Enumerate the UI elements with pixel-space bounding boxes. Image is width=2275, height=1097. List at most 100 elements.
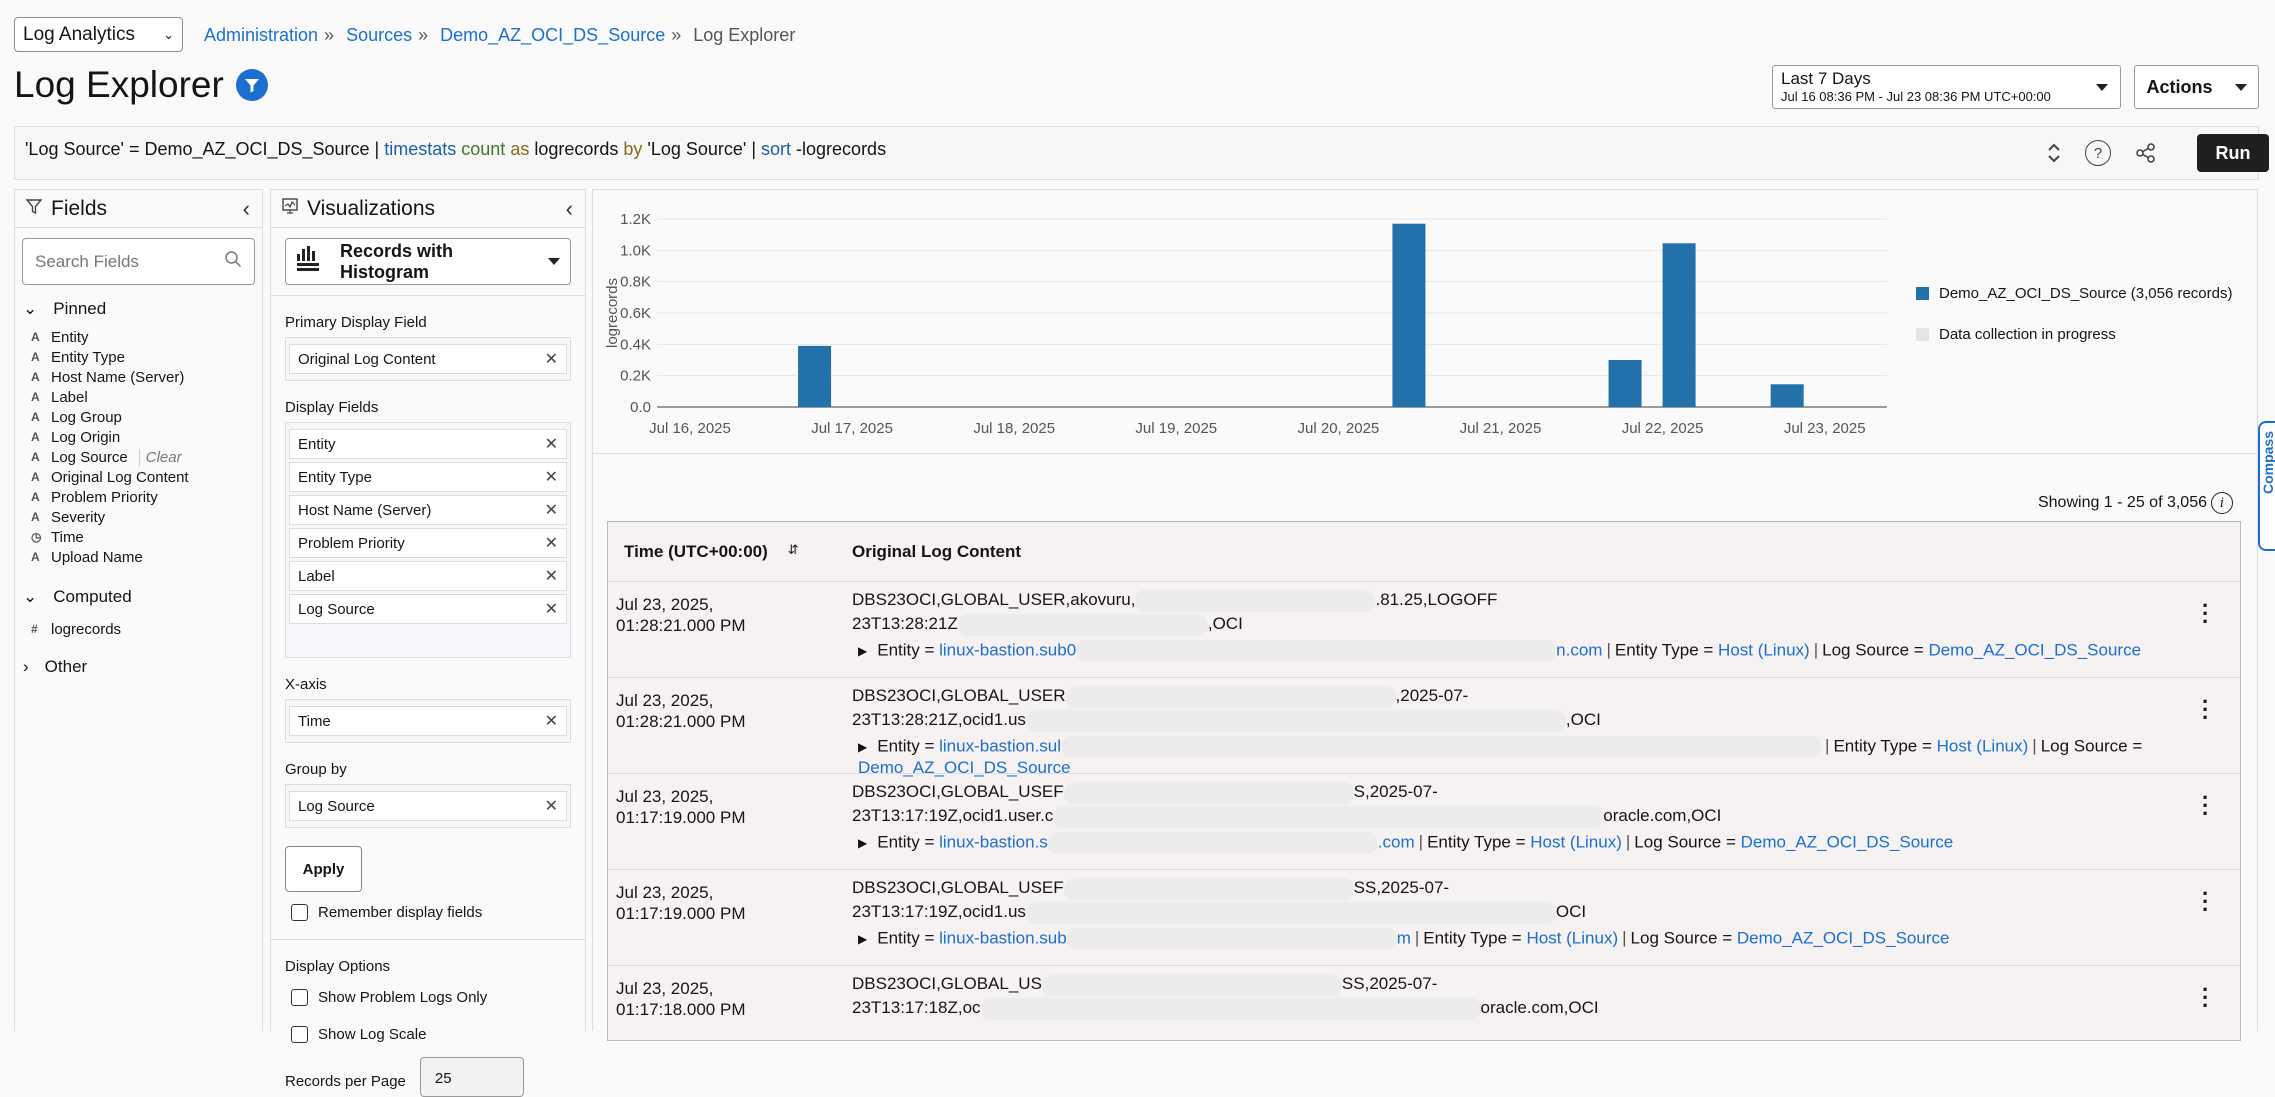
entity-link[interactable]: m [1396, 928, 1411, 948]
histogram-bar[interactable] [1770, 384, 1804, 407]
compass-tab[interactable]: Compass [2258, 421, 2275, 551]
group-other[interactable]: › Other [15, 657, 262, 677]
run-button[interactable]: Run [2197, 134, 2269, 172]
x-axis-dropzone[interactable]: Time ✕ [285, 699, 571, 743]
legend-item-series[interactable]: Demo_AZ_OCI_DS_Source (3,056 records) [1916, 285, 2232, 302]
field-item[interactable]: A Log Group [15, 407, 262, 427]
entity-link[interactable]: linux-bastion.sul [939, 736, 1062, 756]
field-item[interactable]: A Label [15, 387, 262, 407]
time-range-picker[interactable]: Last 7 Days Jul 16 08:36 PM - Jul 23 08:… [1772, 65, 2121, 109]
collapse-panel-icon[interactable]: ‹ [565, 196, 573, 221]
visualization-type-select[interactable]: Records with Histogram [285, 238, 571, 285]
filter-icon[interactable] [235, 69, 268, 101]
search-fields-input[interactable]: Search Fields [22, 238, 255, 285]
display-fields-dropzone[interactable]: Entity ✕ Entity Type ✕ Host Name (Server) ✕ Pr… [285, 422, 571, 658]
info-icon[interactable]: i [2211, 492, 2233, 514]
sort-icon[interactable]: ⇵ [787, 541, 799, 557]
entity-link[interactable]: linux-bastion.s [939, 832, 1048, 852]
histogram-bar[interactable] [1662, 243, 1696, 407]
table-row[interactable]: Jul 23, 2025, 01:17:19.000 PM DBS23OCI,GL… [608, 870, 2240, 966]
table-row[interactable]: Jul 23, 2025, 01:17:18.000 PM DBS23OCI,GL… [608, 966, 2240, 1040]
field-item[interactable]: # logrecords [15, 619, 262, 639]
group-pinned[interactable]: ⌄ Pinned [15, 299, 262, 319]
expand-collapse-icon[interactable] [2041, 140, 2067, 166]
expand-row-icon[interactable]: ▶ [858, 932, 868, 947]
primary-display-field-dropzone[interactable]: Original Log Content ✕ [285, 337, 571, 381]
entity-type-link[interactable]: Host (Linux) [1526, 928, 1619, 948]
expand-row-icon[interactable]: ▶ [858, 740, 868, 755]
expand-row-icon[interactable]: ▶ [858, 836, 868, 851]
remember-display-fields-checkbox[interactable]: Remember display fields [291, 904, 565, 921]
field-item[interactable]: ◷ Time [15, 527, 262, 547]
histogram-bar[interactable] [1392, 223, 1426, 407]
row-actions-menu-icon[interactable]: · · · [2202, 977, 2210, 1018]
column-header-content[interactable]: Original Log Content [852, 541, 1022, 561]
field-item[interactable]: A Severity [15, 507, 262, 527]
field-item[interactable]: A Entity [15, 327, 262, 347]
display-field-chip[interactable]: Entity ✕ [289, 429, 567, 459]
field-item[interactable]: A Upload Name [15, 547, 262, 567]
field-item[interactable]: A Log Origin [15, 427, 262, 447]
breadcrumb-sources[interactable]: Sources [346, 25, 413, 45]
field-item[interactable]: A Entity Type [15, 347, 262, 367]
column-header-time[interactable]: Time (UTC+00:00) ⇵ [608, 542, 838, 562]
display-field-chip[interactable]: Problem Priority ✕ [289, 528, 567, 558]
log-source-link[interactable]: Demo_AZ_OCI_DS_Source [1928, 640, 2142, 660]
query-bar[interactable]: 'Log Source' = Demo_AZ_OCI_DS_Source | t… [14, 126, 2269, 180]
checkbox[interactable] [291, 989, 308, 1006]
display-field-chip[interactable]: Entity Type ✕ [289, 462, 567, 492]
records-per-page-stepper[interactable]: 25 [419, 1057, 524, 1097]
close-icon[interactable]: ✕ [544, 568, 558, 585]
breadcrumb-administration[interactable]: Administration [204, 25, 319, 45]
group-by-dropzone[interactable]: Log Source ✕ [285, 784, 571, 828]
app-selector[interactable]: Log Analytics ⌄ [14, 17, 183, 52]
close-icon[interactable]: ✕ [544, 351, 558, 368]
row-actions-menu-icon[interactable]: · · · [2202, 785, 2210, 826]
close-icon[interactable]: ✕ [544, 798, 558, 815]
close-icon[interactable]: ✕ [544, 469, 558, 486]
entity-type-link[interactable]: Host (Linux) [1718, 640, 1810, 660]
group-computed[interactable]: ⌄ Computed [15, 587, 262, 607]
apply-button[interactable]: Apply [285, 846, 362, 892]
checkbox[interactable] [291, 1026, 308, 1043]
close-icon[interactable]: ✕ [544, 502, 558, 519]
entity-type-link[interactable]: Host (Linux) [1936, 736, 2029, 756]
close-icon[interactable]: ✕ [544, 713, 558, 730]
checkbox[interactable] [291, 904, 308, 921]
histogram-bar[interactable] [798, 345, 832, 407]
share-icon[interactable] [2133, 140, 2159, 166]
expand-row-icon[interactable]: ▶ [858, 644, 868, 659]
breadcrumb-source[interactable]: Demo_AZ_OCI_DS_Source [440, 25, 666, 45]
table-row[interactable]: Jul 23, 2025, 01:28:21.000 PM DBS23OCI,GL… [608, 582, 2240, 678]
field-item[interactable]: A Host Name (Server) [15, 367, 262, 387]
display-field-chip[interactable]: Host Name (Server) ✕ [289, 495, 567, 525]
close-icon[interactable]: ✕ [544, 601, 558, 618]
histogram-bar[interactable] [1608, 360, 1642, 407]
show-log-scale-checkbox[interactable]: Show Log Scale [291, 1026, 565, 1043]
clear-filter-link[interactable]: Clear [138, 448, 182, 466]
row-actions-menu-icon[interactable]: · · · [2202, 593, 2210, 634]
table-row[interactable]: Jul 23, 2025, 01:17:19.000 PM DBS23OCI,GL… [608, 774, 2240, 870]
primary-field-chip[interactable]: Original Log Content ✕ [289, 344, 567, 374]
show-problem-logs-checkbox[interactable]: Show Problem Logs Only [291, 989, 565, 1006]
actions-button[interactable]: Actions [2134, 65, 2259, 109]
log-source-link[interactable]: Demo_AZ_OCI_DS_Source [858, 758, 1071, 777]
log-source-link[interactable]: Demo_AZ_OCI_DS_Source [1740, 832, 1954, 852]
log-source-link[interactable]: Demo_AZ_OCI_DS_Source [1736, 928, 1950, 948]
entity-type-link[interactable]: Host (Linux) [1530, 832, 1622, 852]
entity-link[interactable]: .com [1377, 832, 1415, 852]
field-item[interactable]: A Problem Priority [15, 487, 262, 507]
entity-link[interactable]: n.com [1556, 640, 1603, 660]
field-item[interactable]: A Log Source Clear [15, 447, 262, 467]
close-icon[interactable]: ✕ [544, 436, 558, 453]
group-by-chip[interactable]: Log Source ✕ [289, 791, 567, 821]
field-item[interactable]: A Original Log Content [15, 467, 262, 487]
display-field-chip[interactable]: Log Source ✕ [289, 594, 567, 624]
close-icon[interactable]: ✕ [544, 535, 558, 552]
display-field-chip[interactable]: Label ✕ [289, 561, 567, 591]
entity-link[interactable]: linux-bastion.sub [939, 928, 1067, 948]
entity-link[interactable]: linux-bastion.sub0 [939, 640, 1077, 660]
collapse-panel-icon[interactable]: ‹ [242, 196, 250, 221]
help-icon[interactable]: ? [2085, 140, 2111, 166]
x-axis-chip[interactable]: Time ✕ [289, 706, 567, 736]
